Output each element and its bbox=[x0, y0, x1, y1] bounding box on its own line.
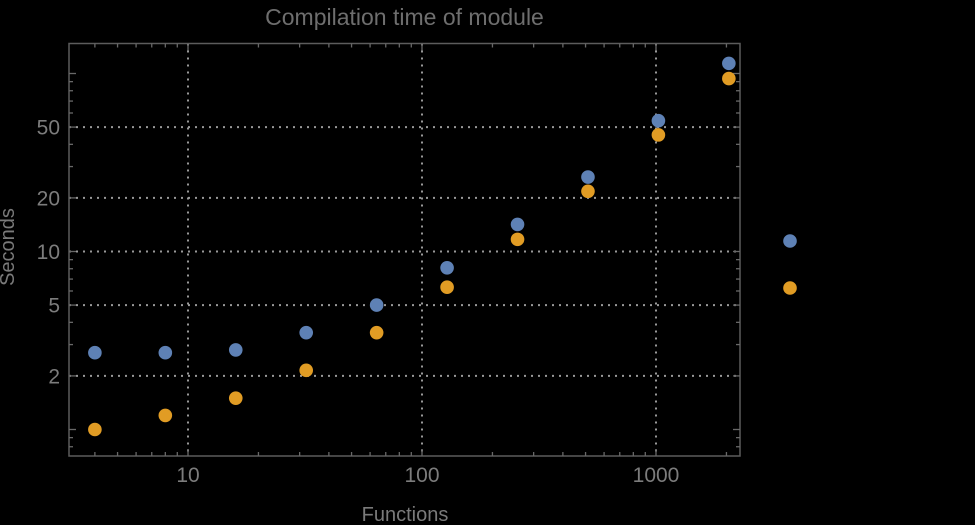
legend-markers bbox=[783, 234, 797, 295]
x-tick-label-1000: 1000 bbox=[633, 464, 680, 487]
y-tick-label-5: 5 bbox=[48, 295, 60, 318]
axis-ticks bbox=[69, 43, 740, 456]
y-axis-label: Seconds bbox=[0, 208, 19, 286]
y-tick-label-50: 50 bbox=[37, 117, 60, 140]
point-series-2-orange-x128 bbox=[440, 280, 454, 295]
x-tick-label-10: 10 bbox=[176, 464, 199, 487]
point-series-2-orange-x8 bbox=[158, 408, 173, 423]
point-series-2-orange-x64 bbox=[369, 325, 384, 340]
point-series-2-orange-x256 bbox=[510, 232, 525, 247]
point-series-2-orange-x4 bbox=[88, 422, 102, 437]
point-series-1-blue-x256 bbox=[510, 217, 525, 232]
point-series-2-orange-x32 bbox=[299, 363, 314, 378]
tick-labels: 10 100 1000 2 5 10 20 50 bbox=[37, 117, 680, 487]
point-series-1-blue-x4 bbox=[88, 345, 102, 360]
chart-title: Compilation time of module bbox=[265, 4, 544, 30]
point-series-2-orange-x512 bbox=[581, 184, 595, 199]
point-series-2-orange-x1024 bbox=[651, 128, 666, 142]
data-points bbox=[88, 56, 736, 437]
y-tick-label-20: 20 bbox=[37, 187, 60, 210]
y-tick-label-10: 10 bbox=[37, 241, 60, 264]
gridlines bbox=[69, 43, 740, 456]
point-series-2-orange-x16 bbox=[228, 391, 243, 405]
point-series-1-blue-x2048 bbox=[722, 56, 736, 71]
legend-series-2-marker bbox=[783, 281, 797, 295]
plot-frame bbox=[68, 42, 741, 457]
point-series-1-blue-x512 bbox=[581, 170, 595, 184]
legend-series-1-marker bbox=[783, 234, 797, 248]
point-series-1-blue-x16 bbox=[228, 343, 243, 357]
point-series-1-blue-x64 bbox=[369, 298, 384, 312]
x-tick-label-100: 100 bbox=[404, 464, 439, 487]
x-axis-label: Functions bbox=[362, 504, 449, 525]
point-series-1-blue-x32 bbox=[299, 325, 314, 340]
point-series-1-blue-x128 bbox=[440, 260, 454, 275]
point-series-1-blue-x1024 bbox=[651, 113, 666, 128]
point-series-1-blue-x8 bbox=[158, 345, 173, 360]
y-tick-label-2: 2 bbox=[48, 365, 60, 388]
point-series-2-orange-x2048 bbox=[722, 71, 736, 86]
